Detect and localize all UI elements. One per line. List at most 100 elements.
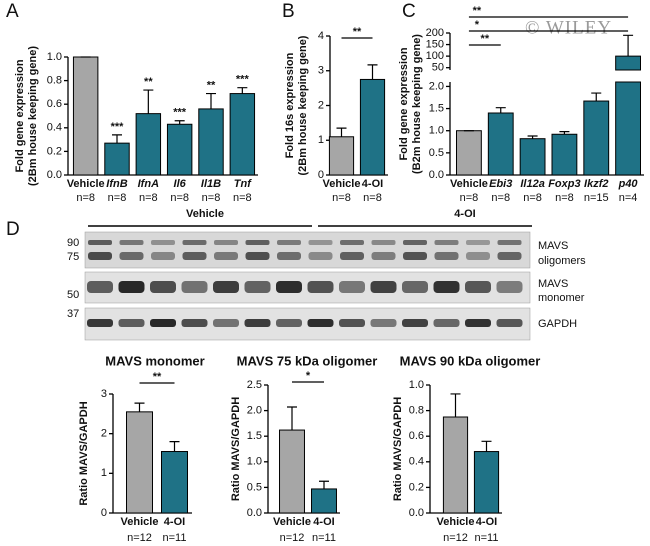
chart-title: MAVS monomer (105, 353, 204, 368)
bar (473, 451, 500, 514)
significance: ** (144, 76, 153, 88)
y-tick-label: 1 (101, 467, 107, 479)
x-tick-label: Il1B (201, 178, 221, 190)
error-bar (367, 64, 378, 80)
error-bar (169, 441, 180, 452)
y-tick-label: 0.4 (47, 122, 62, 134)
band (496, 281, 523, 293)
significance: *** (111, 121, 125, 133)
n-label: n=15 (584, 192, 609, 204)
blot-label: MAVS (538, 240, 568, 252)
x-tick-label: Foxp3 (548, 178, 580, 190)
band (245, 252, 270, 260)
x-tick-label: Il6 (174, 178, 187, 190)
y-tick-label: 2.5 (247, 379, 262, 391)
error-bar (112, 134, 122, 144)
band (276, 319, 302, 327)
y-axis-label: (2Bm house keeping gene) (27, 46, 39, 186)
significance: ** (473, 5, 482, 17)
band (402, 281, 428, 293)
significance: ** (207, 79, 216, 91)
band (181, 319, 208, 327)
band (277, 240, 301, 245)
group-label: 4-OI (454, 208, 475, 220)
y-axis-label: Fold gene expression (398, 47, 410, 160)
error-bar (237, 87, 248, 94)
y-axis-label: Fold gene expression (14, 59, 26, 172)
x-tick-label: Vehicle (121, 516, 159, 528)
y-tick-label: 0.2 (47, 145, 62, 157)
error-bar (481, 440, 492, 452)
bar (442, 416, 469, 514)
n-label: n=8 (523, 192, 542, 204)
y-tick-label: 3 (101, 388, 107, 400)
bar (72, 56, 99, 176)
bar (229, 93, 256, 176)
band (371, 252, 396, 260)
band (340, 240, 364, 245)
bar (279, 429, 305, 514)
band (307, 281, 334, 293)
blot-label: monomer (538, 292, 585, 304)
band (339, 281, 365, 293)
band (465, 281, 491, 293)
chart-title: MAVS 75 kDa oligomer (237, 353, 378, 368)
band (181, 281, 208, 293)
band (308, 252, 333, 260)
x-tick-label: Vehicle (450, 178, 488, 190)
y-axis-label: (2Bm house keeping gene) (297, 35, 309, 175)
y-axis-label: Ratio MAVS/GAPDH (78, 401, 90, 505)
x-tick-label: p40 (618, 178, 639, 190)
x-tick-label: IfnB (106, 178, 127, 190)
y-tick-label: 100 (426, 50, 444, 62)
band (433, 281, 460, 293)
band (150, 281, 176, 293)
band (182, 240, 207, 245)
group-label: Vehicle (186, 208, 224, 220)
marker-label: 75 (67, 251, 79, 263)
error-bar (287, 406, 297, 431)
y-tick-label: 3 (318, 65, 324, 77)
band (276, 281, 302, 293)
n-label: n=8 (363, 192, 382, 204)
x-tick-label: Tnf (234, 178, 252, 190)
x-tick-label: Vehicle (67, 178, 105, 190)
n-label: n=8 (555, 192, 574, 204)
y-tick-label: 1.0 (429, 125, 444, 137)
error-bar (527, 135, 538, 139)
band (433, 319, 460, 327)
n-label: n=8 (202, 192, 221, 204)
n-label: n=8 (170, 192, 189, 204)
significance: ** (353, 26, 362, 38)
band (434, 240, 459, 245)
bar (519, 138, 546, 176)
y-tick-label: 4 (318, 30, 324, 42)
n-label: n=8 (491, 192, 510, 204)
band (213, 281, 239, 293)
bar (126, 411, 153, 514)
x-tick-label: 4-OI (362, 178, 383, 190)
y-tick-label: 50 (432, 62, 444, 74)
y-tick-label: 0 (318, 169, 324, 181)
y-tick-label: 0 (101, 507, 107, 519)
band (244, 281, 271, 293)
band (370, 281, 397, 293)
x-tick-label: Vehicle (323, 178, 361, 190)
significance: ** (153, 371, 162, 383)
band (151, 240, 175, 245)
n-label: n=12 (280, 532, 305, 544)
bar (104, 142, 130, 176)
band (497, 240, 522, 245)
marker-label: 50 (67, 289, 79, 301)
x-tick-label: 4-OI (313, 516, 334, 528)
y-axis-label: (B2m house keeping gene) (411, 34, 423, 174)
y-tick-label: 0.0 (429, 169, 444, 181)
band (244, 319, 271, 327)
bar (198, 108, 224, 176)
y-tick-label: 0.5 (429, 147, 444, 159)
band (307, 319, 334, 327)
band (402, 319, 428, 327)
blot-label: oligomers (538, 255, 586, 267)
panel-label: C (402, 1, 416, 22)
